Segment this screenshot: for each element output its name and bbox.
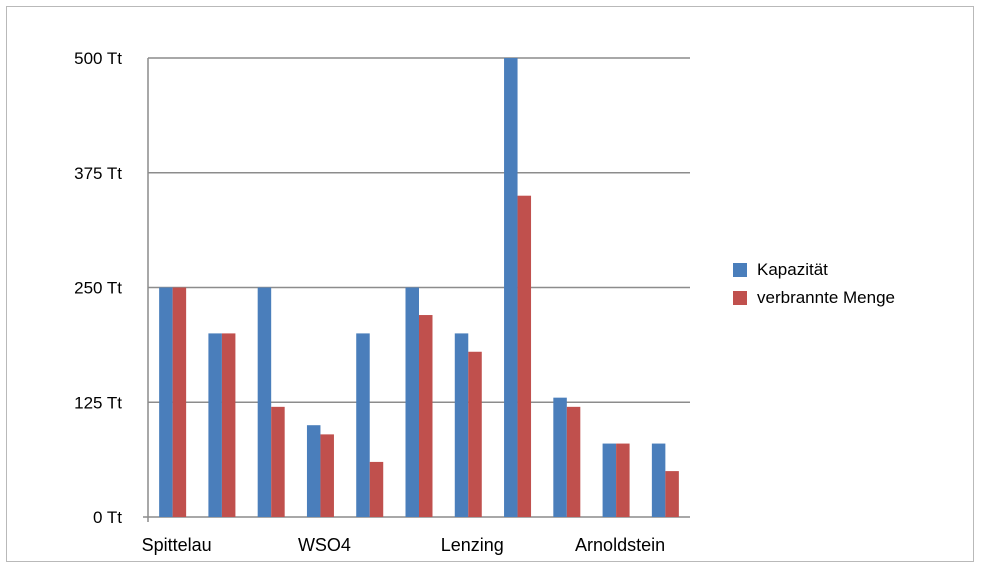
legend-swatch [733, 263, 747, 277]
bar [651, 443, 666, 517]
bar [665, 471, 679, 517]
bar [356, 333, 370, 517]
bar [257, 287, 272, 517]
bar [566, 406, 581, 517]
legend-label: Kapazität [757, 260, 828, 279]
bar [221, 333, 236, 517]
y-tick-label: 500 Tt [74, 49, 122, 68]
bar [208, 333, 222, 517]
bar [159, 287, 173, 517]
x-category-label: Arnoldstein [575, 535, 665, 555]
bar [306, 425, 321, 517]
y-tick-label: 125 Tt [74, 393, 122, 412]
x-category-label: Lenzing [441, 535, 504, 555]
bar [504, 58, 518, 517]
y-tick-label: 250 Tt [74, 279, 122, 298]
y-tick-label: 0 Tt [93, 508, 122, 527]
legend-swatch [733, 291, 747, 305]
bar [172, 287, 187, 517]
bar [616, 443, 630, 517]
x-category-label: Spittelau [142, 535, 212, 555]
bar [369, 461, 384, 517]
bar [419, 315, 433, 517]
bar [454, 333, 469, 517]
bar [553, 397, 567, 517]
bar [320, 434, 334, 517]
bar [271, 406, 285, 517]
bar [602, 443, 617, 517]
x-category-label: WSO4 [298, 535, 351, 555]
legend-label: verbrannte Menge [757, 288, 895, 307]
bar [405, 287, 419, 517]
y-tick-label: 375 Tt [74, 164, 122, 183]
bar [468, 351, 482, 517]
bar [517, 195, 532, 517]
